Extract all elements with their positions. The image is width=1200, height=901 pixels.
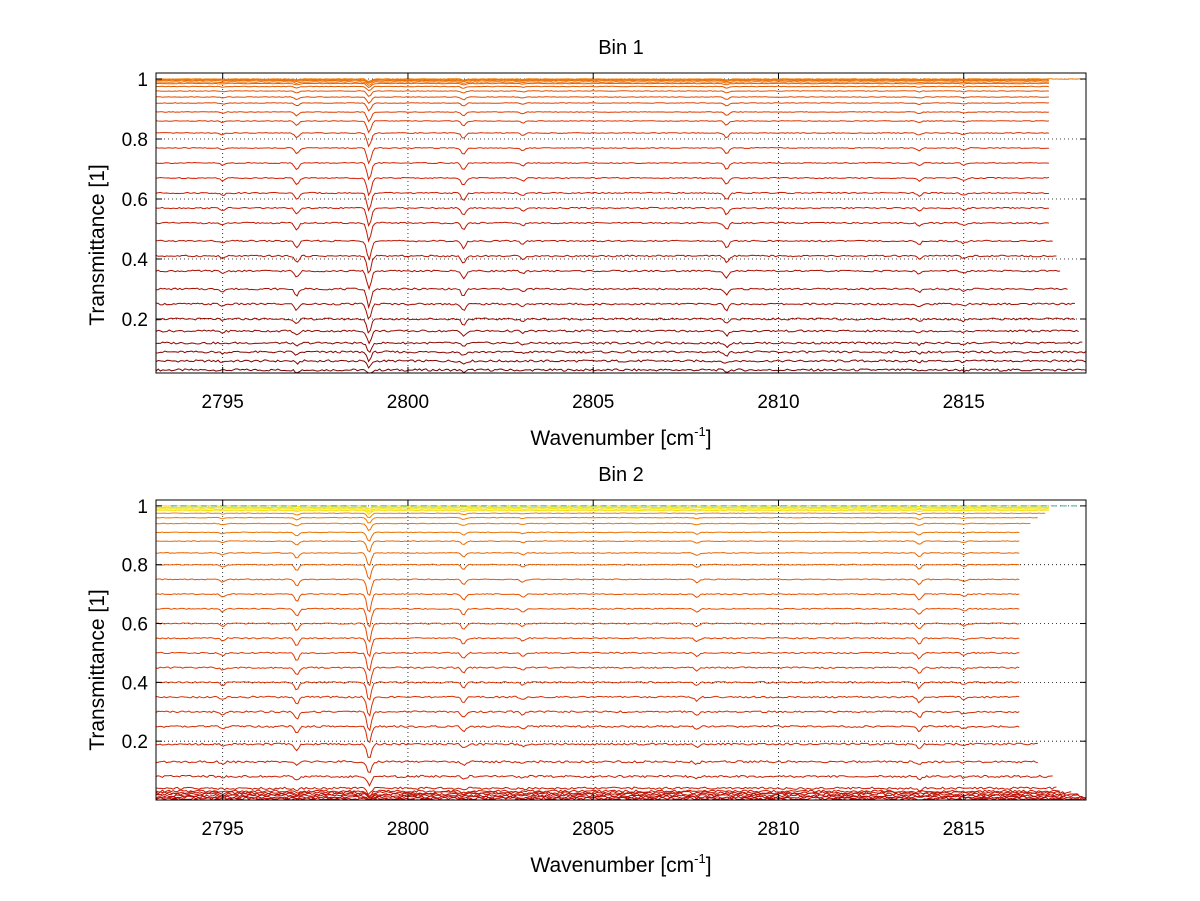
spectrum-line bbox=[155, 359, 1087, 369]
spectrum-line bbox=[155, 795, 1087, 801]
spectrum-line bbox=[155, 551, 1020, 566]
x-tick-label: 2805 bbox=[572, 819, 614, 840]
x-tick-label: 2810 bbox=[757, 392, 799, 413]
x-axis-label: Wavenumber [cm-1] bbox=[530, 424, 711, 450]
plot-area bbox=[155, 499, 1087, 801]
spectrum-line bbox=[155, 593, 1020, 613]
y-tick-label: 0.4 bbox=[122, 673, 149, 694]
spectrum-line bbox=[155, 146, 1049, 165]
spectrum-line bbox=[155, 637, 1020, 658]
x-tick-label: 2800 bbox=[387, 392, 429, 413]
spectrum-line bbox=[156, 509, 1049, 515]
spectrum-line bbox=[155, 578, 1020, 597]
x-tick-label: 2795 bbox=[202, 392, 244, 413]
spectrum-line bbox=[155, 161, 1049, 181]
y-tick-label: 0.8 bbox=[122, 556, 148, 577]
spectrum-line bbox=[155, 90, 1049, 98]
spectrum-line bbox=[155, 111, 1049, 123]
spectrum-line bbox=[155, 221, 1049, 243]
y-tick-label: 1 bbox=[137, 70, 148, 91]
spectrum-line bbox=[156, 287, 1068, 310]
spectrum-line bbox=[155, 516, 1038, 524]
spectrum-line bbox=[155, 563, 1020, 581]
spectrum-line bbox=[156, 176, 1050, 197]
x-tick-label: 2810 bbox=[757, 819, 799, 840]
spectrum-line bbox=[155, 607, 1020, 628]
spectrum-line bbox=[155, 622, 1020, 643]
y-tick-label: 1 bbox=[137, 497, 148, 518]
spectrum-line bbox=[155, 206, 1049, 228]
spectrum-line bbox=[155, 341, 1083, 354]
x-tick-label: 2795 bbox=[202, 819, 244, 840]
spectrum-line bbox=[155, 522, 1031, 532]
spectrum-line bbox=[155, 695, 1020, 718]
spectrum-line bbox=[155, 651, 1020, 672]
spectrum-line bbox=[155, 96, 1049, 105]
spectrum-line bbox=[155, 742, 1038, 758]
axis-ticks: 2795 2800 2805 2810 2815 0.2 0.4 0.6 0.8 1 bbox=[122, 70, 1086, 413]
spectrum-line bbox=[155, 789, 1061, 797]
spectrum-line bbox=[156, 508, 1049, 513]
y-axis-label: Transmittance [1] bbox=[86, 589, 109, 750]
x-tick-label: 2815 bbox=[943, 392, 985, 413]
spectrum-line bbox=[155, 269, 1061, 291]
x-axis-label: Wavenumber [cm-1] bbox=[530, 851, 711, 877]
chart-title: Bin 2 bbox=[598, 464, 644, 486]
x-tick-label: 2815 bbox=[943, 819, 985, 840]
spectrum-line bbox=[156, 531, 1020, 542]
y-tick-label: 0.6 bbox=[122, 615, 148, 636]
spectrum-line bbox=[155, 350, 1087, 363]
y-tick-label: 0.8 bbox=[122, 130, 148, 151]
spectrum-line bbox=[155, 786, 1057, 796]
spectrum-line bbox=[155, 239, 1053, 261]
series-group bbox=[155, 505, 1087, 801]
spectrum-line bbox=[155, 774, 1053, 787]
x-tick-label: 2800 bbox=[387, 819, 429, 840]
spectrum-line bbox=[155, 254, 1057, 275]
spectrum-line bbox=[155, 102, 1049, 112]
spectrum-line bbox=[155, 317, 1076, 334]
spectrum-line bbox=[155, 78, 1087, 82]
axis-ticks: 2795 2800 2805 2810 2815 0.2 0.4 0.6 0.8 1 bbox=[122, 497, 1086, 840]
spectrum-line bbox=[155, 540, 1020, 553]
spectrum-line bbox=[155, 666, 1020, 687]
spectrum-line bbox=[155, 368, 1087, 374]
y-tick-label: 0.2 bbox=[122, 310, 148, 331]
spectrum-line bbox=[155, 132, 1049, 148]
spectrum-line bbox=[155, 710, 1020, 732]
x-tick-label: 2805 bbox=[572, 392, 614, 413]
spectrum-line bbox=[155, 506, 1049, 512]
spectrum-line bbox=[156, 79, 1049, 84]
chart-bin-1: Bin 1 Transmittance [1] Wavenumber [cm-1… bbox=[86, 37, 1087, 450]
spectrum-line bbox=[155, 329, 1079, 345]
spectrum-line bbox=[155, 85, 1049, 92]
y-axis-label: Transmittance [1] bbox=[86, 164, 109, 325]
y-tick-label: 0.2 bbox=[122, 732, 148, 753]
spectrum-line bbox=[155, 512, 1046, 519]
y-tick-label: 0.6 bbox=[122, 190, 148, 211]
plot-area bbox=[155, 72, 1087, 374]
spectrum-line bbox=[155, 302, 1075, 320]
spectrum-line bbox=[155, 191, 1049, 212]
spectrum-line bbox=[156, 82, 1049, 89]
chart-bin-2: Bin 2 Transmittance [1] Wavenumber [cm-1… bbox=[86, 464, 1087, 877]
spectrum-line bbox=[155, 120, 1049, 134]
spectrum-line bbox=[155, 760, 1038, 773]
spectrum-line bbox=[155, 81, 1049, 86]
spectrum-line bbox=[155, 680, 1020, 701]
spectrum-line bbox=[155, 790, 1072, 799]
y-tick-label: 0.4 bbox=[122, 250, 149, 271]
spectrum-line bbox=[155, 724, 1020, 744]
series-group bbox=[155, 78, 1087, 374]
chart-title: Bin 1 bbox=[598, 37, 644, 59]
